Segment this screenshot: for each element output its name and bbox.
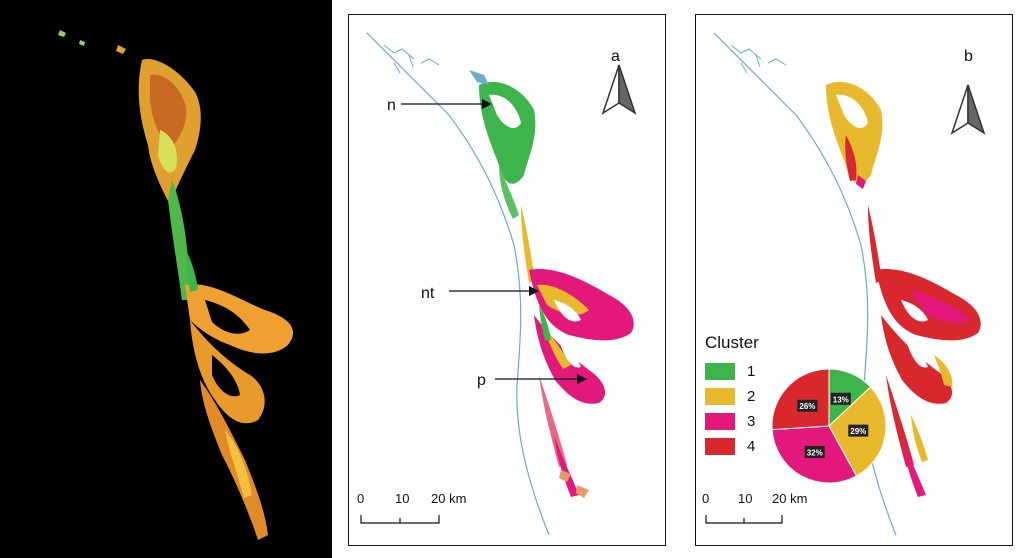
coastline	[366, 32, 550, 536]
pie-label-cluster-1: 13%	[833, 395, 849, 404]
legend-label: 2	[747, 388, 756, 405]
annotation-p: p	[477, 372, 587, 389]
legend-item-3: 3	[705, 409, 785, 434]
raster-image-panel	[0, 0, 332, 558]
north-arrow-icon	[601, 64, 637, 115]
legend-swatch	[705, 413, 735, 430]
cluster-region-south	[539, 375, 589, 498]
scale-tick-10: 10	[738, 491, 752, 506]
panel-letter-a: a	[611, 48, 620, 65]
map-a-svg: a n nt p 0 10 20 km	[357, 32, 637, 536]
annotation-label-n: n	[387, 97, 396, 114]
map-panel-a: a n nt p 0 10 20 km	[348, 14, 666, 546]
raster-lagoon-shape	[58, 30, 294, 540]
pie-label-bg	[797, 399, 818, 412]
legend-title: Cluster	[705, 333, 759, 352]
legend-swatch	[705, 363, 735, 380]
cluster-region-central	[529, 269, 634, 404]
legend-label: 1	[747, 363, 756, 380]
annotation-n: n	[387, 97, 492, 114]
cluster-region-central	[876, 269, 981, 404]
pie-label-bg	[804, 445, 825, 458]
pie-label-bg	[848, 424, 869, 437]
cluster-legend: Cluster 1 2 3 4	[705, 333, 785, 459]
scale-tick-10: 10	[395, 491, 409, 506]
annotation-label-nt: nt	[421, 285, 435, 302]
panel-letter-b: b	[964, 48, 973, 65]
pie-label-cluster-4: 26%	[799, 402, 815, 411]
annotation-label-p: p	[477, 372, 486, 389]
cluster-region-north	[826, 81, 883, 189]
cluster-region-south	[886, 375, 928, 497]
scale-tick-20: 20 km	[431, 491, 466, 506]
legend-label: 3	[747, 413, 756, 430]
pie-slice-cluster-4	[771, 368, 830, 431]
cluster-pie-chart: 13% 29% 32% 26%	[771, 368, 887, 484]
map-panel-b: b 0 10 20 km Cluster 1 2 3 4 13% 29% 32% 26%	[695, 14, 1013, 546]
pie-label-cluster-3: 32%	[807, 448, 823, 457]
legend-item-2: 2	[705, 384, 785, 409]
legend-item-4: 4	[705, 434, 785, 459]
annotation-nt: nt	[421, 285, 539, 302]
pie-label-cluster-2: 29%	[850, 427, 866, 436]
legend-items: 1 2 3 4	[705, 359, 785, 459]
raster-lagoon-image	[58, 30, 294, 540]
legend-label: 4	[747, 438, 756, 455]
scale-bar-a: 0 10 20 km	[357, 491, 466, 524]
cluster-region-north	[469, 70, 536, 219]
legend-swatch	[705, 388, 735, 405]
scale-bar-b: 0 10 20 km	[702, 491, 807, 524]
legend-swatch	[705, 438, 735, 455]
pie-label-bg	[830, 392, 851, 405]
legend-item-1: 1	[705, 359, 785, 384]
north-arrow-icon	[950, 84, 986, 135]
scale-tick-20: 20 km	[772, 491, 807, 506]
scale-tick-0: 0	[702, 491, 709, 506]
scale-tick-0: 0	[357, 491, 364, 506]
map-b-svg: b 0 10 20 km	[702, 32, 986, 536]
